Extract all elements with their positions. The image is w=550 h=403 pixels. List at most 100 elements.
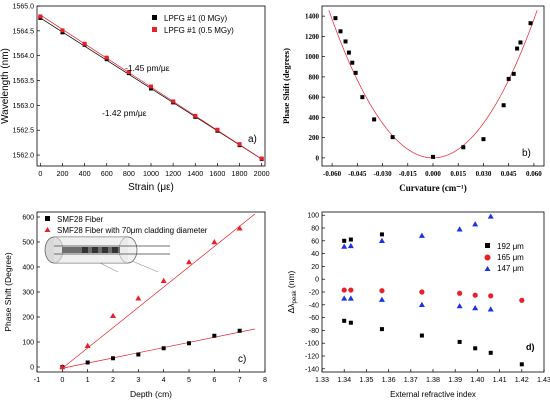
data-point-series-1 [519,297,525,303]
x-tick-label: 1.41 [493,375,507,384]
data-point-series-0 [372,117,377,122]
data-point-series-1 [171,99,176,104]
data-point-series-1 [84,342,91,348]
x-tick-label: 7 [238,375,242,384]
data-point-series-1 [104,55,109,60]
x-tick-label: 1.40 [470,375,484,384]
legend-label-smf28: SMF28 Fiber [57,215,104,224]
x-tick-label: 2000 [254,169,270,178]
x-tick-label: 1.33 [315,375,329,384]
legend-label-147um: 147 μm [497,264,524,273]
data-point-series-0 [501,103,506,108]
data-point-series-0 [379,327,384,332]
data-point-series-0 [379,232,384,237]
panel-d-legend: 192 μm 165 μm 147 μm [484,242,524,273]
y-tick-label: 200 [309,134,320,142]
y-tick-label: 1562.5 [13,128,35,135]
data-point-series-0 [338,29,343,34]
y-tick-label: -40 [309,302,319,309]
data-point-series-0 [431,154,435,159]
data-point-series-1 [215,127,220,132]
x-tick-label: 1.43 [537,375,550,384]
panel-a-legend: LPFG #1 (0 MGy) LPFG #1 (0.5 MGy) [152,14,234,35]
data-point-series-2 [418,301,425,307]
data-point-series-1 [259,156,264,161]
panel-c-ylabel: Phase Shift (Degree) [3,252,13,332]
data-point-series-1 [110,312,116,318]
data-point-series-2 [472,305,479,311]
data-point-series-1 [488,293,494,299]
y-tick-label: 800 [309,73,320,81]
data-point-series-1 [38,14,43,19]
x-tick-label: 1600 [209,169,225,178]
y-tick-label: 300 [22,290,34,297]
fit-line [62,213,256,369]
data-point-series-0 [353,70,358,75]
x-tick-label: -0.045 [348,170,367,178]
panel-c-legend: SMF28 Fiber SMF28 Fiber with 70μm claddi… [44,215,208,235]
data-point-series-2 [487,213,494,219]
y-tick-label: 1400 [305,13,320,21]
panel-a-ylabel: Wavelength (nm) [0,48,11,124]
data-point-series-1 [341,287,347,293]
x-tick-label: 1200 [165,169,181,178]
legend-label-smf28-70um: SMF28 Fiber with 70μm cladding diameter [57,226,208,235]
data-point-series-2 [378,296,385,302]
y-tick-label: 100 [307,213,319,220]
legend-marker-05mgy [152,27,157,32]
data-point-series-0 [488,350,493,355]
x-tick-label: 1.35 [359,375,373,384]
data-point-series-1 [82,41,87,46]
legend-marker-smf28-70um [44,227,51,232]
data-point-series-0 [342,238,347,243]
data-point-series-0 [390,135,395,140]
y-tick-label: 600 [22,215,34,222]
data-point-series-0 [343,39,348,44]
data-point-series-0 [360,95,365,100]
data-point-series-1 [236,225,243,231]
y-tick-label: -80 [309,328,319,335]
y-tick-label: 1565.0 [13,4,35,11]
y-tick-label: -140 [305,366,319,373]
y-tick-label: 1563.5 [13,78,35,85]
data-point-series-1 [59,364,66,370]
x-tick-label: 0 [38,169,42,178]
y-tick-label: 400 [309,114,320,122]
panel-c-label: c) [238,354,246,365]
y-tick-label: 500 [22,240,34,247]
x-tick-label: 0.060 [526,170,542,178]
data-point-series-0 [187,341,191,346]
x-tick-label: 4 [162,375,166,384]
fit-curve [328,10,538,159]
panel-a-annotation-2: -1.42 pm/με [102,108,147,118]
data-point-series-1 [60,28,65,33]
x-tick-label: -0.060 [323,170,342,178]
data-point-series-2 [456,303,463,309]
data-point-series-0 [511,71,516,76]
data-point-series-2 [341,243,348,249]
y-tick-label: 1564.5 [13,28,35,35]
data-point-series-1 [135,295,142,301]
y-tick-label: 400 [22,265,34,272]
x-tick-label: 600 [101,169,113,178]
panel-a-label: a) [248,134,257,145]
x-tick-label: 0.045 [501,170,517,178]
data-point-series-1 [457,290,463,296]
x-tick-label: 200 [56,169,68,178]
x-tick-label: 6 [212,375,216,384]
y-tick-label: 20 [311,264,319,271]
data-point-series-0 [481,137,486,142]
y-tick-label: 200 [22,315,34,322]
x-tick-label: 1 [86,375,90,384]
legend-marker-smf28 [45,216,50,221]
legend-marker-0mgy [152,15,157,20]
data-point-series-0 [342,318,347,323]
data-point-series-2 [347,242,354,249]
data-point-series-0 [212,333,217,338]
y-tick-label: -100 [305,341,319,348]
panel-b-ylabel: Phase Shift (degrees) [281,48,291,124]
fiber-schematic-illustration [44,236,170,273]
data-point-series-0 [473,346,478,351]
data-point-series-0 [136,352,141,357]
